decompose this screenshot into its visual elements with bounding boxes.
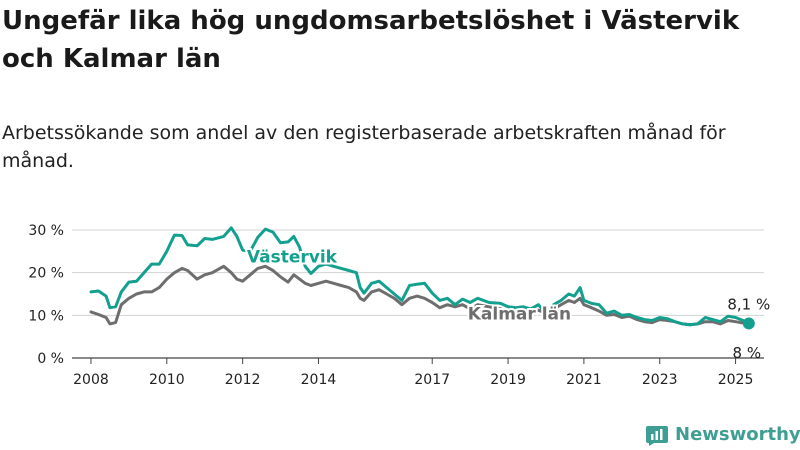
x-tick-label: 2008	[73, 372, 109, 385]
x-tick-label: 2012	[225, 372, 261, 385]
x-tick-label: 2010	[149, 372, 185, 385]
line-chart: 0 % 10 % 20 % 30 % 2008 2010 2012 2014 2017 2019 2…	[28, 223, 770, 385]
y-tick-label: 20 %	[28, 266, 64, 282]
x-tick-label: 2014	[301, 372, 337, 385]
newsworthy-logo-icon	[646, 426, 668, 446]
axes: 0 % 10 % 20 % 30 % 2008 2010 2012 2014 2017 2019 2…	[28, 223, 764, 385]
grid-lines	[72, 229, 764, 316]
y-tick-label: 10 %	[28, 308, 64, 324]
x-tick-label: 2025	[718, 372, 754, 385]
chart-title: Ungefär lika hög ungdomsarbetslöshet i V…	[2, 6, 740, 74]
brand: Newsworthy	[645, 421, 800, 447]
series-line-kalmar	[89, 264, 751, 327]
end-label-vastervik: 8,1 %	[727, 295, 770, 313]
series-line-vastervik	[89, 226, 751, 327]
x-tick-label: 2019	[490, 372, 526, 385]
series-labels: Västervik Kalmar län 8,1 % 8 %	[245, 245, 770, 362]
series-label-kalmar: Kalmar län	[468, 305, 571, 325]
series-lines	[89, 226, 755, 330]
brand-name: Newsworthy	[675, 423, 800, 445]
endpoint-marker	[742, 317, 755, 330]
x-tick-label: 2021	[566, 372, 602, 385]
y-tick-label: 0 %	[37, 351, 64, 367]
y-tick-label: 30 %	[28, 223, 64, 239]
series-label-vastervik: Västervik	[247, 247, 338, 267]
end-label-kalmar: 8 %	[733, 344, 762, 362]
chart-subtitle: Arbetssökande som andel av den registerb…	[2, 122, 726, 172]
x-tick-label: 2023	[642, 372, 678, 385]
x-tick-label: 2017	[414, 372, 450, 385]
